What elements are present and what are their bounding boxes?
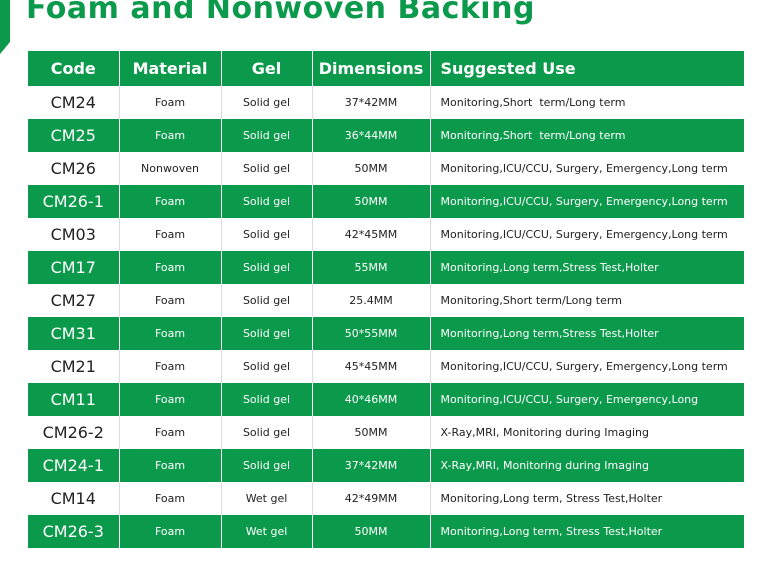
material-cell: Foam (118, 515, 221, 548)
gel-cell: Solid gel (220, 86, 312, 119)
table-row: CM11 Foam Solid gel 40*46MM Monitoring,ICU/C… (28, 383, 744, 416)
table-row: CM26-1 Foam Solid gel 50MM Monitoring,ICU/CC… (28, 185, 744, 218)
gel-cell: Solid gel (220, 218, 312, 251)
material-cell: Foam (118, 350, 221, 383)
corner-decoration (0, 0, 10, 54)
code-cell: CM24 (28, 86, 119, 119)
material-cell: Foam (118, 185, 221, 218)
material-cell: Nonwoven (118, 152, 221, 185)
suggested-use-cell: Monitoring,ICU/CCU, Surgery, Emergency,L… (429, 350, 744, 383)
code-cell: CM24-1 (28, 449, 119, 482)
code-cell: CM14 (28, 482, 119, 515)
code-cell: CM25 (28, 119, 119, 152)
dimensions-cell: 40*46MM (311, 383, 430, 416)
code-cell: CM03 (28, 218, 119, 251)
dimensions-cell: 36*44MM (311, 119, 430, 152)
code-cell: CM26-2 (28, 416, 119, 449)
dimensions-cell: 50*55MM (311, 317, 430, 350)
suggested-use-cell: Monitoring,ICU/CCU, Surgery, Emergency,L… (429, 152, 744, 185)
gel-cell: Solid gel (220, 416, 312, 449)
column-header: Code (28, 51, 119, 86)
table-row: CM03 Foam Solid gel 42*45MM Monitoring,ICU/C… (28, 218, 744, 251)
suggested-use-cell: Monitoring,Long term, Stress Test,Holter (429, 482, 744, 515)
suggested-use-cell: X-Ray,MRI, Monitoring during Imaging (429, 416, 744, 449)
code-cell: CM26-1 (28, 185, 119, 218)
material-cell: Foam (118, 317, 221, 350)
material-cell: Foam (118, 251, 221, 284)
table-row: CM25 Foam Solid gel 36*44MM Monitoring,Short… (28, 119, 744, 152)
table-row: CM27 Foam Solid gel 25.4MM Monitoring,Short … (28, 284, 744, 317)
dimensions-cell: 50MM (311, 152, 430, 185)
suggested-use-cell: X-Ray,MRI, Monitoring during Imaging (429, 449, 744, 482)
gel-cell: Solid gel (220, 152, 312, 185)
dimensions-cell: 50MM (311, 185, 430, 218)
gel-cell: Solid gel (220, 185, 312, 218)
suggested-use-cell: Monitoring,Short term/Long term (429, 284, 744, 317)
code-cell: CM31 (28, 317, 119, 350)
code-cell: CM11 (28, 383, 119, 416)
material-cell: Foam (118, 449, 221, 482)
code-cell: CM17 (28, 251, 119, 284)
gel-cell: Solid gel (220, 350, 312, 383)
table-row: CM24 Foam Solid gel 37*42MM Monitoring,Short… (28, 86, 744, 119)
dimensions-cell: 25.4MM (311, 284, 430, 317)
material-cell: Foam (118, 218, 221, 251)
table-row: CM26-3 Foam Wet gel 50MM Monitoring,Long ter… (28, 515, 744, 548)
dimensions-cell: 42*45MM (311, 218, 430, 251)
suggested-use-cell: Monitoring,Long term,Stress Test,Holter (429, 317, 744, 350)
suggested-use-cell: Monitoring,Long term, Stress Test,Holter (429, 515, 744, 548)
gel-cell: Wet gel (220, 515, 312, 548)
dimensions-cell: 55MM (311, 251, 430, 284)
gel-cell: Solid gel (220, 284, 312, 317)
suggested-use-cell: Monitoring,ICU/CCU, Surgery, Emergency,L… (429, 185, 744, 218)
suggested-use-cell: Monitoring,Short term/Long term (429, 86, 744, 119)
code-cell: CM27 (28, 284, 119, 317)
table-row: CM17 Foam Solid gel 55MM Monitoring,Long ter… (28, 251, 744, 284)
table-row: CM26-2 Foam Solid gel 50MM X-Ray,MRI, Monito… (28, 416, 744, 449)
code-cell: CM26-3 (28, 515, 119, 548)
code-cell: CM21 (28, 350, 119, 383)
material-cell: Foam (118, 119, 221, 152)
material-cell: Foam (118, 482, 221, 515)
dimensions-cell: 45*45MM (311, 350, 430, 383)
dimensions-cell: 37*42MM (311, 86, 430, 119)
gel-cell: Solid gel (220, 317, 312, 350)
material-cell: Foam (118, 284, 221, 317)
dimensions-cell: 50MM (311, 416, 430, 449)
gel-cell: Solid gel (220, 383, 312, 416)
material-cell: Foam (118, 416, 221, 449)
table-row: CM21 Foam Solid gel 45*45MM Monitoring,ICU/C… (28, 350, 744, 383)
column-header: Dimensions (311, 51, 430, 86)
table-row: CM26 Nonwoven Solid gel 50MM Monitoring,ICU/… (28, 152, 744, 185)
material-cell: Foam (118, 383, 221, 416)
suggested-use-cell: Monitoring,Short term/Long term (429, 119, 744, 152)
gel-cell: Wet gel (220, 482, 312, 515)
page-title: Foam and Nonwoven Backing (26, 0, 535, 26)
header-row: Code Material Gel Dimensions Suggested Use (28, 51, 744, 86)
material-cell: Foam (118, 86, 221, 119)
column-header: Gel (220, 51, 312, 86)
dimensions-cell: 42*49MM (311, 482, 430, 515)
gel-cell: Solid gel (220, 251, 312, 284)
table-row: CM31 Foam Solid gel 50*55MM Monitoring,Long … (28, 317, 744, 350)
gel-cell: Solid gel (220, 119, 312, 152)
dimensions-cell: 37*42MM (311, 449, 430, 482)
suggested-use-cell: Monitoring,ICU/CCU, Surgery, Emergency,L… (429, 218, 744, 251)
gel-cell: Solid gel (220, 449, 312, 482)
column-header: Material (118, 51, 221, 86)
table-row: CM24-1 Foam Solid gel 37*42MM X-Ray,MRI, Mon… (28, 449, 744, 482)
suggested-use-cell: Monitoring,ICU/CCU, Surgery, Emergency,L… (429, 383, 744, 416)
suggested-use-cell: Monitoring,Long term,Stress Test,Holter (429, 251, 744, 284)
dimensions-cell: 50MM (311, 515, 430, 548)
code-cell: CM26 (28, 152, 119, 185)
product-table: Code Material Gel Dimensions Suggested Use C… (28, 51, 744, 548)
column-header: Suggested Use (429, 51, 744, 86)
table-row: CM14 Foam Wet gel 42*49MM Monitoring,Long te… (28, 482, 744, 515)
